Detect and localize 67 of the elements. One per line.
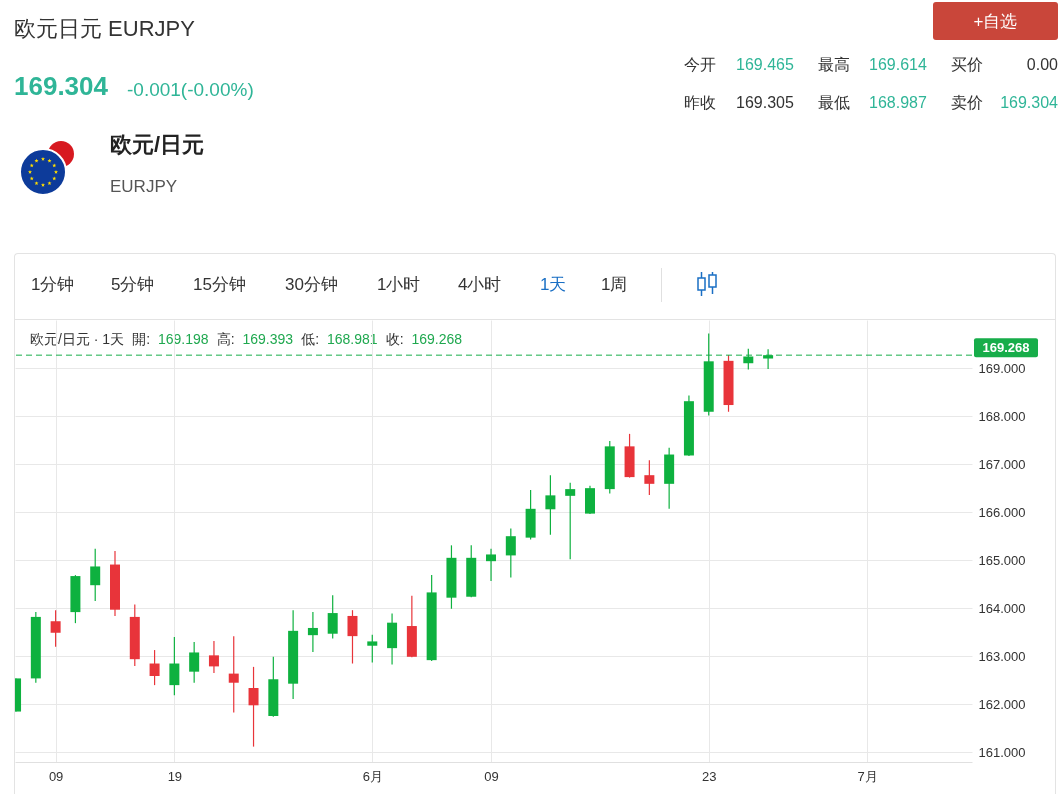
text: 169.614: [869, 56, 927, 75]
y-tick-label: 165.000: [978, 552, 1026, 568]
candlestick: [189, 641, 200, 684]
text: 1小时: [377, 275, 421, 295]
text: 168.987: [869, 94, 927, 113]
text: 15分钟: [193, 275, 246, 295]
text: -0.001(-0.00%): [127, 79, 254, 101]
candlestick: [208, 640, 219, 674]
y-tick-label: 166.000: [978, 504, 1026, 520]
annotation: 高:: [216, 331, 235, 348]
x-tick-label: 19: [167, 768, 183, 784]
text: 买价: [951, 56, 983, 75]
text: 0.00: [1026, 56, 1058, 75]
x-tick-label: 09: [484, 768, 499, 784]
text: 169.304: [1000, 94, 1058, 113]
candlestick: [486, 548, 497, 582]
text: 昨收: [684, 94, 716, 113]
candlestick: [228, 635, 239, 714]
text: 1分钟: [31, 275, 75, 295]
y-tick-label: 168.000: [978, 408, 1026, 424]
candlestick: [169, 636, 180, 696]
x-tick-label: 6月: [362, 768, 383, 784]
annotation: 低:: [301, 331, 320, 348]
candlestick: [367, 634, 378, 664]
ref-line-label: 169.268: [982, 339, 1030, 355]
x-tick-label: 7月: [857, 768, 878, 784]
y-tick-label: 161.000: [978, 744, 1026, 760]
text: 最高: [818, 56, 850, 75]
text: 今开: [684, 56, 716, 75]
text: 4小时: [458, 275, 502, 295]
text: 5分钟: [111, 275, 155, 295]
annotation: 168.981: [327, 331, 378, 348]
annotation: 開:: [132, 331, 151, 348]
candlestick: [644, 459, 655, 496]
y-tick-label: 169.000: [978, 360, 1026, 376]
x-tick-label: 09: [48, 768, 64, 784]
candlestick: [565, 482, 576, 560]
text: 169.304: [14, 71, 108, 102]
text: 卖价: [951, 94, 983, 113]
text: 最低: [818, 94, 850, 113]
add-button: +自选: [933, 2, 1058, 40]
text: 169.305: [736, 94, 794, 113]
y-tick-label: 163.000: [978, 648, 1026, 664]
candlestick: [307, 611, 318, 653]
text: 30分钟: [285, 275, 338, 295]
annotation: 收:: [385, 331, 404, 348]
text: EURJPY: [110, 177, 178, 197]
candlestick: [248, 666, 259, 748]
annotation: 169.268: [411, 331, 463, 348]
y-tick-label: 162.000: [978, 696, 1026, 712]
candlestick: [149, 649, 160, 686]
y-tick-label: 164.000: [978, 600, 1026, 616]
candlestick: [327, 594, 338, 640]
text: 1天: [540, 275, 567, 295]
x-tick-label: 23: [701, 768, 717, 784]
annotation: 169.393: [242, 331, 294, 348]
y-tick-label: 167.000: [978, 456, 1026, 472]
candlestick: [90, 548, 101, 602]
text: 169.465: [736, 56, 794, 75]
candlestick: [505, 527, 516, 579]
candlestick: [347, 609, 358, 665]
annotation: 169.198: [158, 331, 209, 348]
candlestick: [50, 609, 61, 648]
candlestick: [545, 474, 556, 536]
chart-title: 欧元日元 EURJPY: [14, 16, 195, 42]
text: 1周: [601, 275, 628, 295]
text: 欧元/日元: [110, 132, 205, 158]
